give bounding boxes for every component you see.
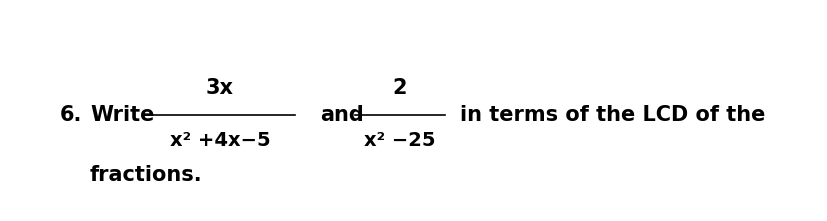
Text: x² −25: x² −25 [364, 130, 435, 149]
Text: x² +4x−5: x² +4x−5 [170, 130, 270, 149]
Text: fractions.: fractions. [90, 165, 203, 185]
Text: and: and [319, 105, 363, 125]
Text: in terms of the LCD of the: in terms of the LCD of the [460, 105, 764, 125]
Text: Write: Write [90, 105, 154, 125]
Text: 2: 2 [392, 78, 407, 98]
Text: 6.: 6. [60, 105, 82, 125]
Text: 3x: 3x [206, 78, 234, 98]
